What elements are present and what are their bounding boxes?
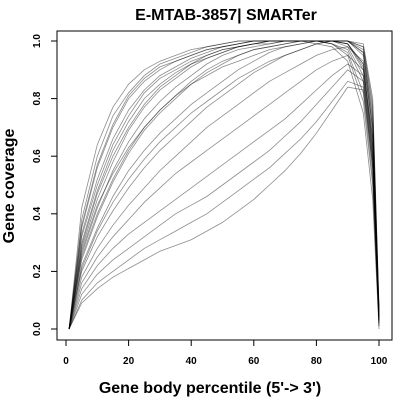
coverage-series-line-18: [68, 80, 380, 330]
x-tick-label: 20: [123, 356, 135, 367]
y-axis-label: Gene coverage: [1, 129, 18, 244]
y-tick-label: 0.6: [32, 149, 43, 163]
x-tick-label: 0: [63, 356, 69, 367]
coverage-series-line-22: [68, 40, 380, 330]
coverage-series-line-8: [68, 40, 380, 330]
coverage-series-line-17: [68, 69, 380, 330]
chart-title: E-MTAB-3857| SMARTer: [135, 7, 317, 24]
x-tick-label: 60: [248, 356, 260, 367]
coverage-series-line-4: [68, 40, 380, 330]
y-axis: 0.0 0.2 0.4 0.6 0.8 1.0: [32, 34, 58, 336]
coverage-series-line-2: [68, 40, 380, 330]
coverage-series-line-5: [68, 40, 380, 330]
y-tick-label: 0.0: [32, 322, 43, 336]
series-layer: [68, 40, 380, 330]
y-tick-label: 0.2: [32, 264, 43, 278]
coverage-series-line-6: [68, 40, 380, 330]
x-axis: 0 20 40 60 80 100: [63, 339, 388, 367]
coverage-series-line-9: [68, 40, 380, 330]
coverage-series-line-21: [68, 40, 380, 330]
x-axis-label: Gene body percentile (5'-> 3'): [99, 380, 321, 397]
coverage-series-line-12: [68, 40, 380, 330]
coverage-series-line-20: [68, 40, 380, 330]
coverage-series-line-1: [68, 40, 380, 330]
y-tick-label: 1.0: [32, 34, 43, 48]
coverage-series-line-10: [68, 40, 380, 330]
y-tick-label: 0.4: [32, 206, 43, 220]
coverage-series-line-13: [68, 40, 380, 330]
coverage-series-line-19: [68, 86, 380, 330]
x-tick-label: 100: [371, 356, 388, 367]
x-tick-label: 40: [186, 356, 198, 367]
x-tick-label: 80: [311, 356, 323, 367]
coverage-series-line-3: [68, 40, 380, 330]
coverage-series-line-16: [68, 63, 380, 330]
y-tick-label: 0.8: [32, 91, 43, 105]
coverage-series-line-15: [68, 54, 380, 330]
coverage-series-line-7: [68, 40, 380, 330]
coverage-series-line-11: [68, 40, 380, 330]
coverage-series-line-14: [68, 46, 380, 330]
